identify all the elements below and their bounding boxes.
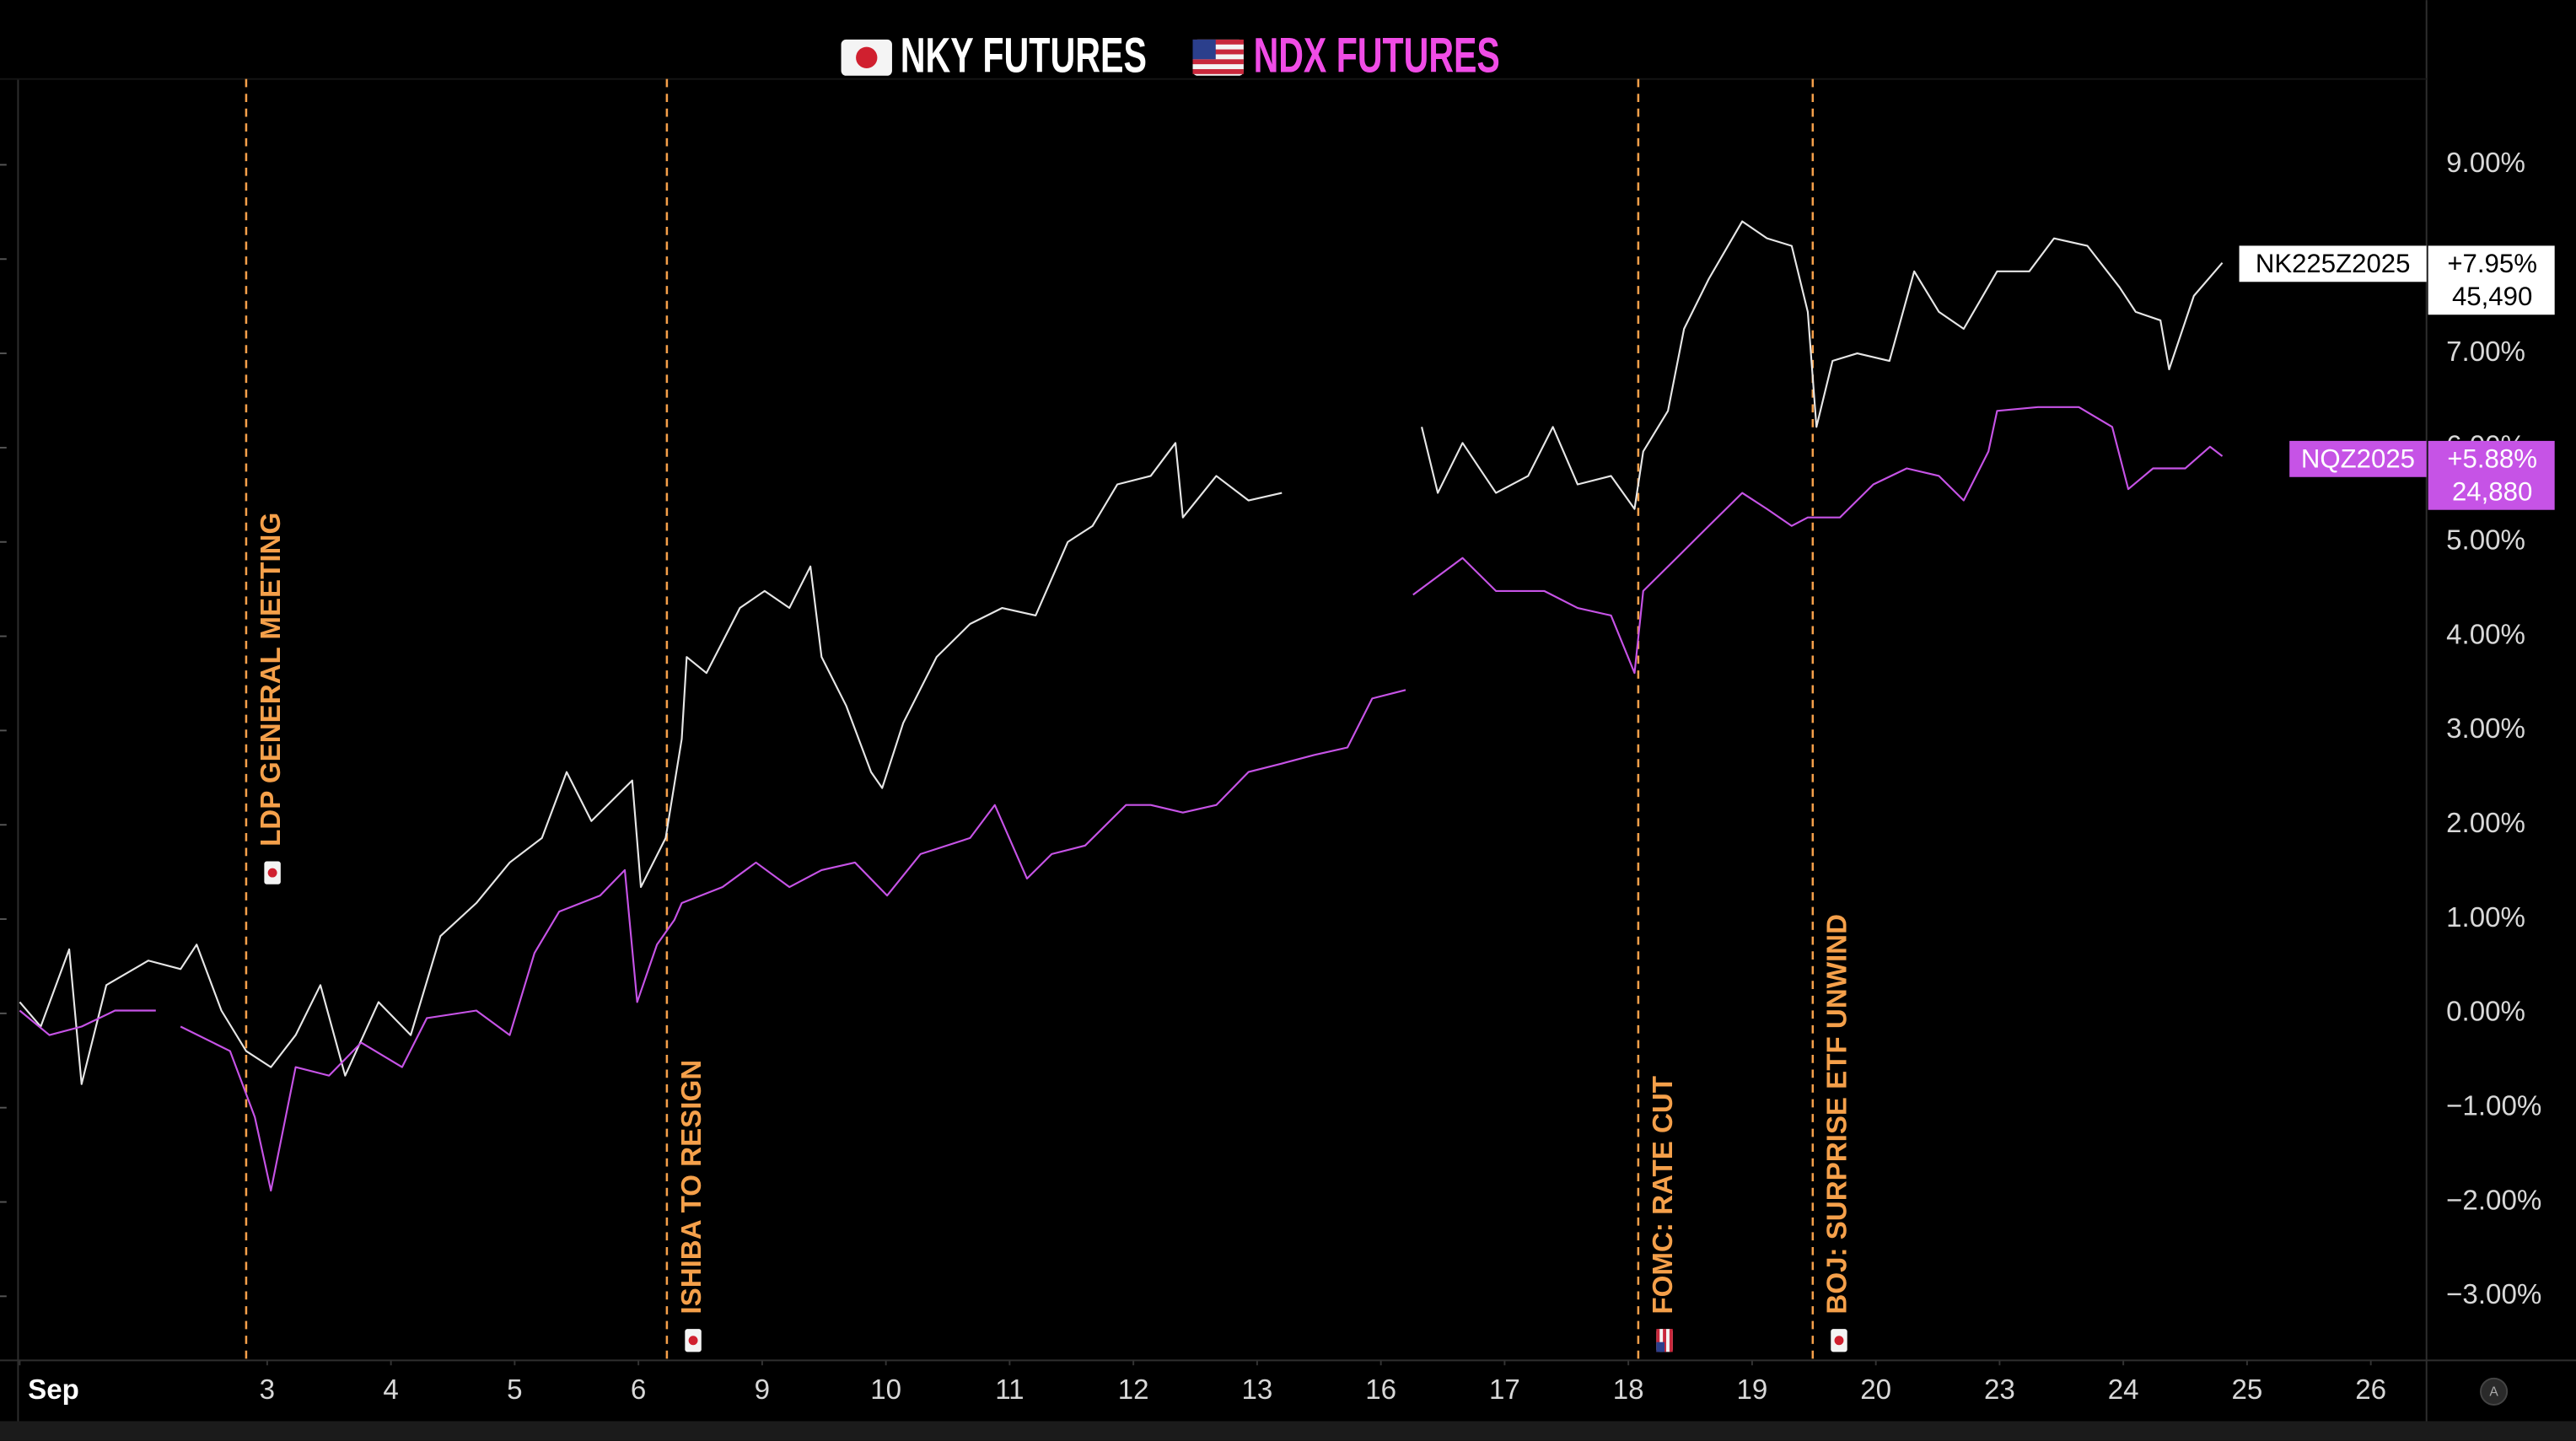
y-tick-label: 4.00% [2446,619,2525,650]
x-tick-label: 26 [2355,1374,2386,1406]
x-tick-label: 23 [1984,1374,2015,1406]
y-tick-label: −2.00% [2446,1185,2541,1216]
flag-us [1656,1329,1673,1352]
event-label: ISHIBA TO RESIGN [676,1060,707,1315]
flag-jp [264,861,281,884]
last-value-label: +5.88% [2447,444,2537,474]
y-tick-label: −1.00% [2446,1090,2541,1121]
x-tick-label: 9 [755,1374,770,1406]
event-label: LDP GENERAL MEETING [255,513,287,847]
x-tick-label: 12 [1118,1374,1149,1406]
ticker-tag [2239,245,2427,282]
x-tick-label: 17 [1489,1374,1520,1406]
flag-canton [1656,1342,1665,1352]
bottom-strip [0,1421,2576,1441]
last-value-label: +7.95% [2447,249,2537,278]
ticker-tag [2289,440,2427,477]
flag-us [1192,39,1244,76]
x-tick-label: 20 [1860,1374,1891,1406]
x-tick-label: Sep [28,1374,79,1406]
flag-disc [688,1336,698,1346]
y-tick-label: 2.00% [2446,808,2525,839]
x-tick-label: 10 [870,1374,901,1406]
auto-scale-button[interactable]: A [2480,1377,2509,1406]
x-tick-label: 25 [2231,1374,2262,1406]
y-tick-label: 9.00% [2446,148,2525,179]
y-tick-label: 1.00% [2446,902,2525,933]
auto-scale-circle[interactable] [2480,1377,2509,1406]
flag-stripe [1669,1329,1673,1352]
x-tick-label: 3 [260,1374,275,1406]
legend: NKY FUTURES NDX FUTURES [841,29,1500,83]
event-label: FOMC: RATE CUT [1648,1076,1679,1315]
flag-disc [267,868,277,878]
y-tick-label: −3.00% [2446,1279,2541,1310]
x-tick-label: 19 [1736,1374,1767,1406]
series-line [19,406,2224,1192]
x-tick-label: 5 [507,1374,522,1406]
x-tick-label: 11 [995,1374,1024,1406]
x-tick-label: 4 [383,1374,398,1406]
x-tick-label: 16 [1365,1374,1396,1406]
x-tick-label: 18 [1613,1374,1644,1406]
price-tag [2428,245,2555,315]
legend-entry: NDX FUTURES [1254,29,1500,83]
x-tick-label: 24 [2108,1374,2139,1406]
x-tick-label: 6 [631,1374,646,1406]
last-price-label: 45,490 [2452,282,2532,311]
x-tick-label: 13 [1241,1374,1272,1406]
flag-jp [685,1329,702,1352]
flag-stripe [1656,1329,1660,1352]
legend-entry: NKY FUTURES [901,29,1147,83]
ticker-label: NQZ2025 [2301,444,2415,474]
event-label: BOJ: SURPRISE ETF UNWIND [1822,914,1853,1315]
auto-scale-label[interactable]: A [2489,1385,2498,1399]
flag-jp [841,39,892,76]
y-tick-label: 5.00% [2446,524,2525,556]
series-line [19,220,2224,1085]
flag-jp [1831,1329,1847,1352]
flag-stripe [1663,1329,1667,1352]
ticker-label: NK225Z2025 [2256,249,2411,278]
y-tick-label: 0.00% [2446,997,2525,1028]
y-tick-label: 3.00% [2446,713,2525,745]
price-tag [2428,440,2555,510]
flag-disc [1834,1336,1844,1346]
last-price-label: 24,880 [2452,476,2532,506]
y-tick-label: 7.00% [2446,336,2525,368]
